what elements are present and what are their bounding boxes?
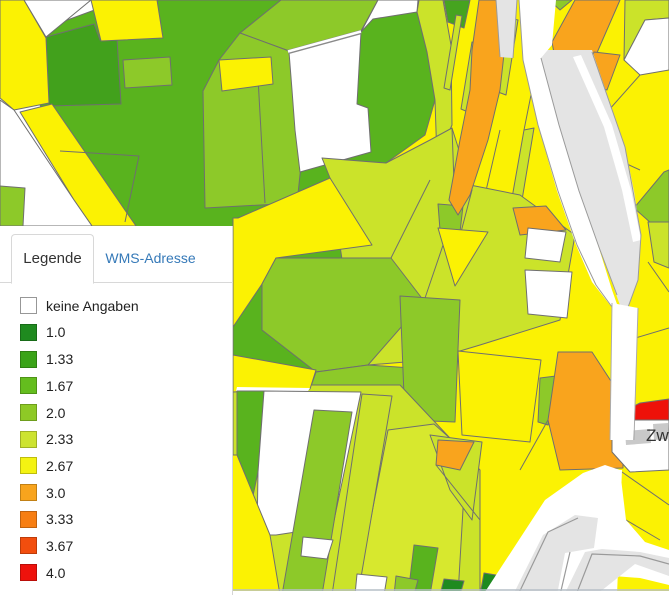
svg-text:Zw: Zw [646, 426, 669, 445]
